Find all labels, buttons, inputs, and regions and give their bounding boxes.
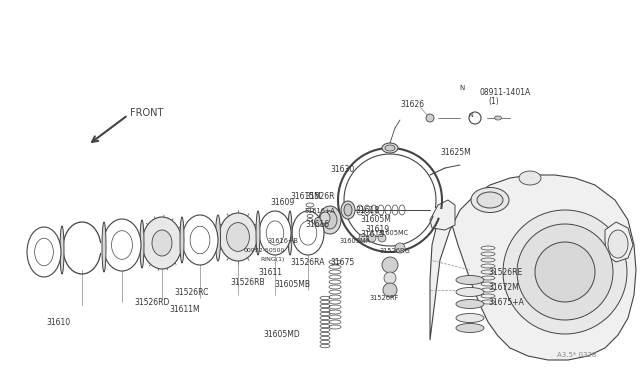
- Text: 31615M: 31615M: [290, 192, 321, 201]
- Circle shape: [503, 210, 627, 334]
- Ellipse shape: [456, 276, 484, 285]
- Ellipse shape: [27, 227, 61, 277]
- Circle shape: [383, 283, 397, 297]
- Circle shape: [395, 243, 405, 253]
- Ellipse shape: [182, 215, 218, 265]
- Ellipse shape: [266, 221, 284, 245]
- Ellipse shape: [299, 221, 317, 245]
- Ellipse shape: [456, 299, 484, 308]
- Text: 08911-1401A: 08911-1401A: [480, 88, 531, 97]
- Ellipse shape: [180, 217, 184, 263]
- Ellipse shape: [142, 217, 182, 269]
- Text: A3.5* 0328: A3.5* 0328: [557, 352, 596, 358]
- Text: 31526RG: 31526RG: [380, 248, 411, 254]
- Ellipse shape: [382, 143, 398, 153]
- Ellipse shape: [111, 231, 132, 259]
- Text: 31611M: 31611M: [170, 305, 200, 314]
- Text: 31616: 31616: [305, 220, 329, 229]
- Ellipse shape: [323, 211, 337, 229]
- Text: 31605MC: 31605MC: [378, 230, 409, 236]
- Ellipse shape: [216, 215, 221, 261]
- Ellipse shape: [456, 314, 484, 323]
- Circle shape: [359, 234, 367, 242]
- Ellipse shape: [103, 219, 141, 271]
- Text: 31526RC: 31526RC: [175, 288, 209, 297]
- Text: 31672M: 31672M: [488, 283, 519, 292]
- Text: 31526R: 31526R: [305, 192, 335, 201]
- Text: 31526RB: 31526RB: [230, 278, 266, 287]
- Text: 31611: 31611: [258, 268, 282, 277]
- Ellipse shape: [219, 213, 257, 261]
- Ellipse shape: [608, 230, 628, 258]
- Text: 00922-50500: 00922-50500: [244, 248, 285, 253]
- Ellipse shape: [259, 211, 291, 255]
- Text: 31605M: 31605M: [360, 215, 391, 224]
- Text: 31605MB: 31605MB: [274, 280, 310, 289]
- Ellipse shape: [495, 116, 502, 120]
- Text: 31626: 31626: [400, 100, 424, 109]
- Text: 31675: 31675: [331, 258, 355, 267]
- Ellipse shape: [341, 201, 355, 219]
- Ellipse shape: [292, 211, 324, 255]
- Circle shape: [378, 234, 386, 242]
- Ellipse shape: [456, 324, 484, 333]
- Text: 31609: 31609: [270, 198, 294, 207]
- Ellipse shape: [288, 211, 292, 255]
- Ellipse shape: [519, 171, 541, 185]
- Text: N: N: [460, 85, 465, 91]
- Ellipse shape: [256, 211, 260, 255]
- Text: 31630: 31630: [331, 165, 355, 174]
- Ellipse shape: [152, 230, 172, 256]
- Text: FRONT: FRONT: [130, 108, 163, 118]
- Text: 31616+A: 31616+A: [305, 208, 336, 214]
- Ellipse shape: [60, 226, 64, 274]
- Circle shape: [382, 257, 398, 273]
- Text: (1): (1): [488, 97, 499, 106]
- Polygon shape: [430, 175, 636, 360]
- Text: RING(1): RING(1): [260, 257, 285, 262]
- Text: 31526RF: 31526RF: [370, 295, 399, 301]
- Ellipse shape: [314, 218, 321, 227]
- Text: N: N: [468, 112, 474, 118]
- Ellipse shape: [227, 222, 250, 251]
- Text: 31526RE: 31526RE: [488, 268, 522, 277]
- Ellipse shape: [319, 206, 341, 234]
- Ellipse shape: [140, 220, 144, 268]
- Ellipse shape: [471, 187, 509, 212]
- Ellipse shape: [320, 212, 330, 224]
- Circle shape: [517, 224, 613, 320]
- Ellipse shape: [477, 192, 503, 208]
- Text: 31675+A: 31675+A: [488, 298, 524, 307]
- Ellipse shape: [426, 114, 434, 122]
- Text: 31618: 31618: [355, 206, 379, 215]
- Text: 31616+B: 31616+B: [267, 238, 298, 244]
- Ellipse shape: [456, 288, 484, 296]
- Circle shape: [368, 234, 376, 242]
- Ellipse shape: [102, 222, 106, 272]
- Text: 31619: 31619: [365, 225, 389, 234]
- Text: 31526RA: 31526RA: [291, 258, 325, 267]
- Circle shape: [535, 242, 595, 302]
- Ellipse shape: [344, 204, 352, 216]
- Ellipse shape: [385, 145, 395, 151]
- Text: 31610: 31610: [46, 318, 70, 327]
- Polygon shape: [605, 222, 633, 262]
- Ellipse shape: [190, 226, 210, 254]
- Ellipse shape: [35, 238, 53, 266]
- Text: 31605MD: 31605MD: [263, 330, 300, 339]
- Text: 31605MA: 31605MA: [340, 238, 371, 244]
- Text: 31526RD: 31526RD: [134, 298, 170, 307]
- Polygon shape: [430, 200, 455, 230]
- Text: 31625M: 31625M: [440, 148, 471, 157]
- Circle shape: [384, 272, 396, 284]
- Text: 31615: 31615: [360, 230, 384, 239]
